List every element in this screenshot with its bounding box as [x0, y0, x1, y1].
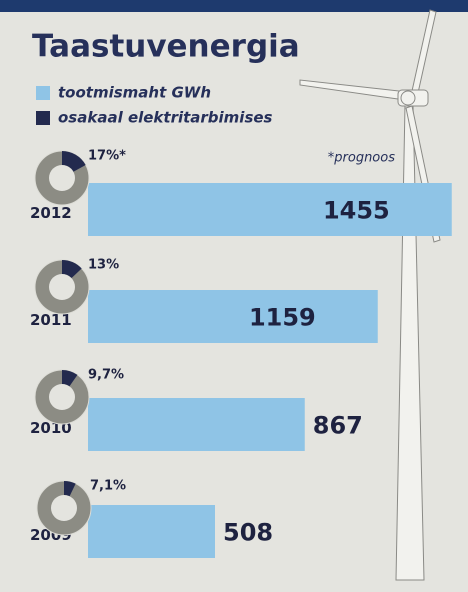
donut-hole [49, 165, 75, 191]
value-label: 867 [313, 412, 363, 440]
bar [88, 398, 305, 451]
share-label: 9,7% [88, 368, 124, 383]
share-label: 7,1% [90, 479, 126, 494]
value-label: 1455 [323, 197, 390, 225]
share-label: 13% [88, 258, 119, 273]
note: *prognoos [328, 151, 395, 166]
bar [88, 183, 452, 236]
legend-swatch [36, 111, 50, 125]
bar [88, 505, 215, 558]
category-label: 2012 [30, 204, 72, 222]
chart: Taastuvenergia *prognoos tootmismaht GWh… [0, 0, 468, 592]
top-strip [0, 0, 468, 12]
bar [88, 290, 378, 343]
donut-hole [51, 495, 77, 521]
chart-title: Taastuvenergia [32, 29, 300, 65]
value-label: 508 [223, 519, 273, 547]
legend-label: osakaal elektritarbimises [58, 109, 273, 127]
donut-hole [49, 384, 75, 410]
donut-hole [49, 274, 75, 300]
value-label: 1159 [249, 304, 316, 332]
share-label: 17%* [88, 149, 126, 164]
legend-label: tootmismaht GWh [58, 84, 211, 102]
legend-swatch [36, 86, 50, 100]
